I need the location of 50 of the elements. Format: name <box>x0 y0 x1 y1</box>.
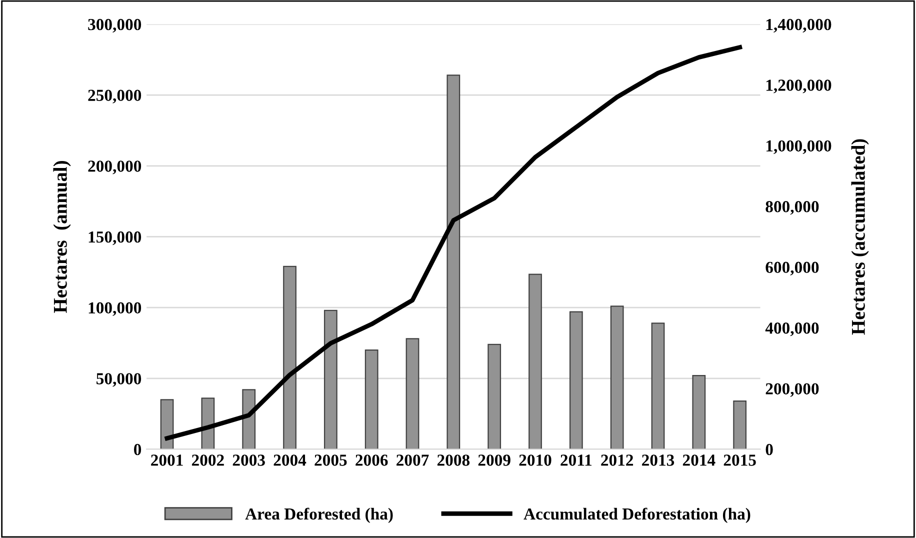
bar <box>201 398 215 450</box>
bar <box>242 389 256 450</box>
x-tick-label: 2013 <box>642 454 674 466</box>
bar <box>364 350 378 450</box>
bar <box>324 310 338 450</box>
y2-tick-label: 400,000 <box>765 322 819 336</box>
x-tick-label: 2015 <box>724 454 756 466</box>
bar <box>733 400 747 450</box>
x-tick-label: 2002 <box>192 454 224 466</box>
x-tick-label: 2009 <box>478 454 510 466</box>
bar <box>569 311 583 450</box>
y-tick-label: 150,000 <box>88 231 142 246</box>
x-tick-label: 2006 <box>356 454 388 466</box>
y2-tick-label: 1,000,000 <box>766 140 832 154</box>
bar <box>283 266 296 450</box>
y-tick-label: 250,000 <box>88 90 142 104</box>
x-tick-label: 2014 <box>682 454 716 466</box>
bar <box>488 344 502 450</box>
x-tick-label: 2007 <box>396 454 429 466</box>
y-tick-label: 200,000 <box>88 160 142 174</box>
bar <box>692 375 706 450</box>
y2-axis-title: Hectares (accumulated) <box>851 139 869 335</box>
bar <box>160 399 174 450</box>
x-tick-label: 2008 <box>437 454 470 466</box>
bar <box>446 74 460 450</box>
bar <box>651 322 665 450</box>
x-tick-label: 2003 <box>232 454 265 466</box>
y2-tick-label: 600,000 <box>766 262 819 276</box>
y2-tick-label: 1,400,000 <box>766 18 832 33</box>
y-tick-label: 100,000 <box>88 302 142 316</box>
bar <box>528 274 542 450</box>
bar <box>610 306 624 450</box>
y-tick-label: 50,000 <box>96 373 142 387</box>
x-tick-label: 2004 <box>274 454 306 466</box>
y-axis-title: Hectares (annual) <box>53 161 71 313</box>
y2-tick-label: 200,000 <box>766 383 819 397</box>
legend-label: Area Deforested (ha) <box>245 508 393 523</box>
x-tick-label: 2001 <box>151 454 183 466</box>
y-tick-label: 0 <box>134 444 142 456</box>
x-tick-label: 2005 <box>314 454 347 466</box>
x-tick-label: 2012 <box>601 454 634 466</box>
line-series <box>164 45 742 441</box>
y2-tick-label: 0 <box>766 444 773 456</box>
x-tick-label: 2011 <box>560 454 592 466</box>
legend-label: Accumulated Deforestation (ha) <box>524 508 750 523</box>
y2-tick-label: 800,000 <box>766 201 819 215</box>
y-tick-label: 300,000 <box>88 18 142 33</box>
bar <box>406 338 420 450</box>
y2-tick-label: 1,200,000 <box>766 80 832 94</box>
x-tick-label: 2010 <box>519 454 552 466</box>
